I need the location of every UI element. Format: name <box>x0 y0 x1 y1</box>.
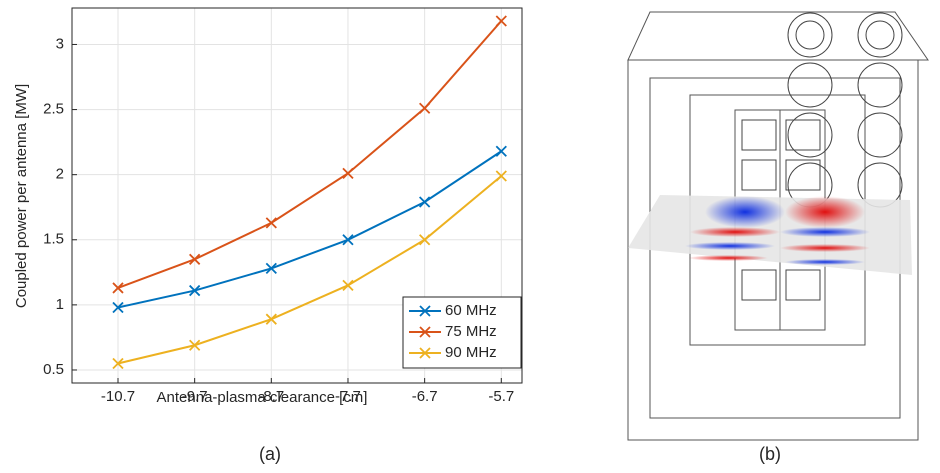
x-tick-label: -5.7 <box>488 388 514 405</box>
x-axis-label: Antenna-plasma clearance [cm] <box>157 389 368 406</box>
data-marker <box>495 15 507 27</box>
caption: (b) <box>759 444 781 464</box>
data-marker <box>265 313 277 325</box>
data-marker <box>265 262 277 275</box>
legend-label: 60 MHz <box>445 302 497 319</box>
y-tick-label: 1 <box>56 296 64 313</box>
legend: 60 MHz 75 MHz 90 MHz <box>402 296 522 369</box>
data-marker <box>419 102 431 114</box>
legend-marker <box>419 326 431 338</box>
data-marker <box>419 196 431 208</box>
plot-a: 0.5 1 1.5 2 2.5 3 -10.7 -9.7 -8.7 -7.7 -6.7 -5.7 60 … <box>43 7 523 405</box>
field-blob <box>785 259 865 265</box>
field-blob <box>705 196 785 228</box>
legend-marker <box>419 305 431 317</box>
plot-frame <box>71 7 523 384</box>
y-axis-label: Coupled power per antenna [MW] <box>13 84 30 308</box>
series-line <box>117 175 502 365</box>
x-tick-label: -6.7 <box>412 388 438 405</box>
field-blob <box>780 244 870 252</box>
x-tick-label: -7.7 <box>335 388 361 405</box>
field-blob <box>785 196 865 228</box>
series-line <box>117 20 503 289</box>
wire-box <box>627 11 929 61</box>
data-marker <box>495 145 507 157</box>
caption: (a) <box>259 444 281 464</box>
data-marker <box>112 357 124 370</box>
data-marker <box>419 234 431 246</box>
data-marker <box>112 282 124 294</box>
x-tick-label: -9.7 <box>182 388 208 405</box>
field-blob <box>688 255 768 261</box>
data-marker <box>342 167 354 180</box>
data-marker <box>495 170 507 182</box>
data-marker <box>112 301 124 314</box>
field-blob <box>780 227 870 237</box>
wire-box <box>627 59 919 441</box>
data-marker <box>189 253 201 265</box>
y-tick-label: 2.5 <box>43 101 64 118</box>
antenna-rendering <box>627 11 929 441</box>
field-blob <box>690 227 780 237</box>
y-tick-label: 2 <box>56 166 64 183</box>
field-blob <box>685 242 775 250</box>
x-tick-label: -8.7 <box>258 388 284 405</box>
y-tick-label: 1.5 <box>43 231 64 248</box>
data-marker <box>342 279 354 291</box>
data-marker <box>189 284 201 297</box>
data-marker <box>265 217 277 229</box>
legend-label: 90 MHz <box>445 344 497 361</box>
y-tick-label: 3 <box>56 35 64 52</box>
coils <box>741 12 903 301</box>
data-marker <box>342 234 354 246</box>
series-line <box>117 150 502 309</box>
y-tick-label: 0.5 <box>43 361 64 378</box>
x-tick-label: -10.7 <box>101 388 135 405</box>
data-marker <box>189 339 201 351</box>
legend-marker <box>419 347 431 359</box>
legend-label: 75 MHz <box>445 323 497 340</box>
